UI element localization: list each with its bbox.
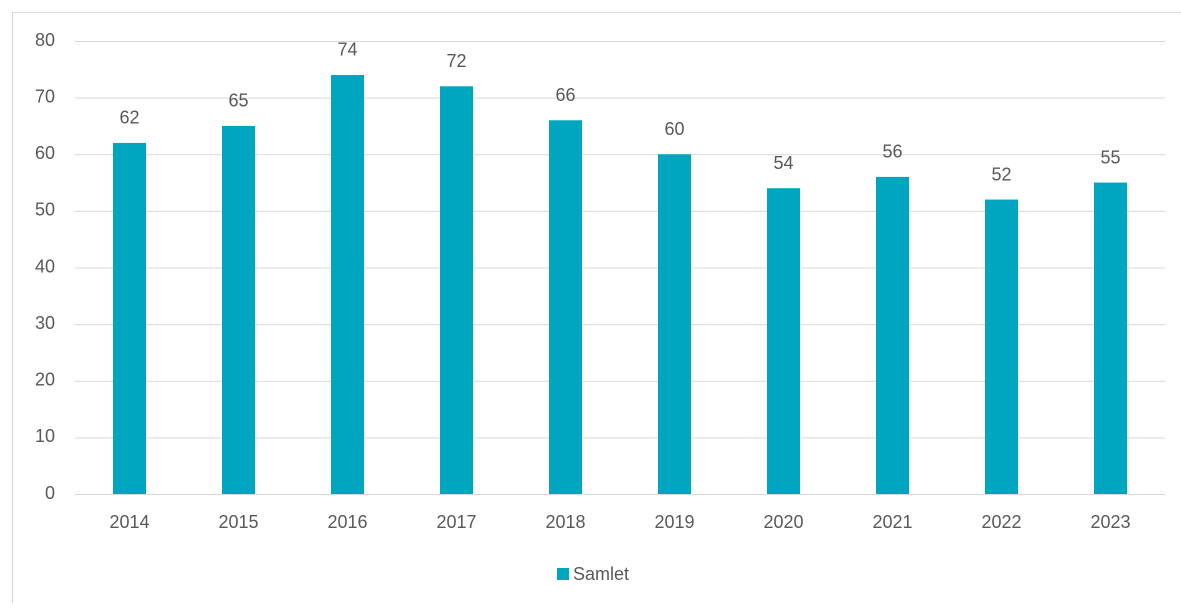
bar [767,188,800,494]
bar [876,176,909,494]
x-tick-label: 2021 [872,512,912,532]
legend-swatch [557,568,569,580]
bar [222,125,255,494]
x-tick-label: 2019 [654,512,694,532]
y-tick-label: 40 [35,256,55,276]
x-tick-label: 2018 [545,512,585,532]
data-label: 62 [119,108,139,128]
data-label: 72 [446,51,466,71]
bar [985,199,1018,495]
y-tick-label: 30 [35,313,55,333]
y-tick-label: 70 [35,86,55,106]
data-label: 52 [991,164,1011,184]
y-tick-label: 10 [35,426,55,446]
data-label: 54 [773,153,793,173]
y-tick-label: 80 [35,30,55,50]
x-tick-label: 2017 [436,512,476,532]
legend-label: Samlet [573,564,629,584]
data-label: 66 [555,85,575,105]
y-tick-label: 0 [45,483,55,503]
bar [113,142,146,495]
data-label: 55 [1100,147,1120,167]
x-tick-label: 2015 [218,512,258,532]
bar [549,120,582,495]
x-tick-label: 2016 [327,512,367,532]
data-label: 65 [228,91,248,111]
data-label: 74 [337,40,357,60]
data-label: 56 [882,142,902,162]
y-tick-label: 20 [35,370,55,390]
data-label: 60 [664,119,684,139]
y-tick-label: 50 [35,200,55,220]
x-tick-label: 2020 [763,512,803,532]
bar [440,86,473,495]
x-tick-label: 2022 [981,512,1021,532]
bar [1094,182,1127,494]
bar [331,74,364,494]
y-tick-label: 60 [35,143,55,163]
x-tick-label: 2014 [109,512,149,532]
bar [658,154,691,494]
x-tick-label: 2023 [1090,512,1130,532]
